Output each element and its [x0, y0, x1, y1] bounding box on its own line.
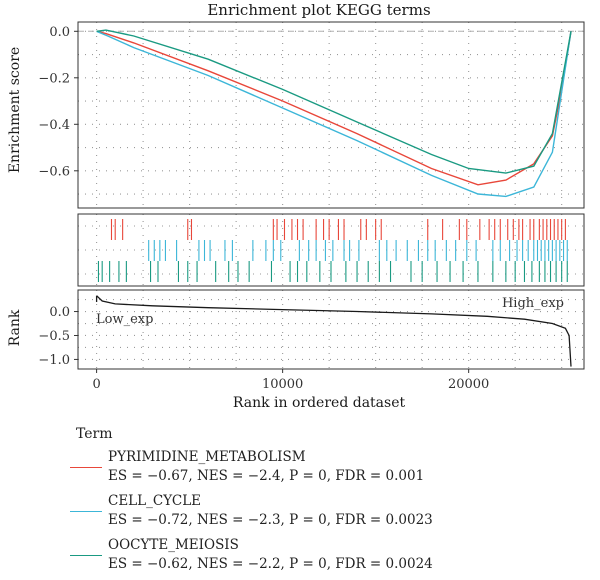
legend-label: OOCYTE_MEIOSIS ES = −0.62, NES = −2.2, P…: [108, 536, 433, 574]
legend-label: CELL_CYCLE ES = −0.72, NES = −2.3, P = 0…: [108, 492, 433, 530]
y-tick-label: −0.5: [38, 329, 70, 344]
legend-title: Term: [76, 426, 113, 442]
legend-term-name: PYRIMIDINE_METABOLISM: [108, 449, 306, 465]
x-axis: 0 10000 20000: [92, 369, 489, 392]
x-tick-label: 0: [92, 377, 100, 392]
enrichment-line-cell-cycle: [96, 30, 572, 198]
legend-swatch: [70, 511, 102, 512]
legend-term-stats: ES = −0.72, NES = −2.3, P = 0, FDR = 0.0…: [108, 512, 433, 528]
high-exp-label: High_exp: [502, 296, 564, 311]
y-tick-label: −0.6: [38, 164, 70, 179]
enrichment-score-ylabel: Enrichment score: [7, 47, 23, 173]
low-exp-label: Low_exp: [96, 312, 153, 327]
y-tick-label: 0.0: [49, 305, 70, 320]
legend-item-cell-cycle: CELL_CYCLE ES = −0.72, NES = −2.3, P = 0…: [70, 492, 590, 536]
y-tick-label: −0.2: [38, 71, 70, 86]
legend-term-stats: ES = −0.62, NES = −2.2, P = 0, FDR = 0.0…: [108, 556, 433, 572]
legend-term-name: CELL_CYCLE: [108, 493, 202, 509]
legend-term-name: OOCYTE_MEIOSIS: [108, 537, 239, 553]
legend-term-stats: ES = −0.67, NES = −2.4, P = 0, FDR = 0.0…: [108, 468, 425, 484]
enrichment-line-oocyte-meiosis: [96, 29, 572, 174]
x-tick-label: 20000: [448, 377, 489, 392]
enrichment-line-pyrimidine-metabolism: [96, 30, 572, 186]
gsea-figure: Enrichment plot KEGG terms 0.0 −0.2 −0.4 −0…: [7, 1, 585, 411]
legend-swatch: [70, 467, 102, 468]
hits-panel: [77, 213, 585, 287]
y-tick-label: 0.0: [49, 25, 70, 40]
legend: Term PYRIMIDINE_METABOLISM ES = −0.67, N…: [70, 426, 590, 580]
enrichment-panel-frame: [77, 21, 585, 209]
legend-swatch: [70, 555, 102, 556]
rank-ylabel: Rank: [7, 309, 23, 346]
y-tick-label: −0.4: [38, 118, 70, 133]
legend-item-pyrimidine: PYRIMIDINE_METABOLISM ES = −0.67, NES = …: [70, 448, 590, 492]
x-axis-label: Rank in ordered dataset: [233, 395, 406, 411]
rank-panel-frame: [77, 289, 585, 370]
legend-label: PYRIMIDINE_METABOLISM ES = −0.67, NES = …: [108, 448, 424, 486]
chart-title: Enrichment plot KEGG terms: [207, 1, 430, 19]
legend-item-oocyte-meiosis: OOCYTE_MEIOSIS ES = −0.62, NES = −2.2, P…: [70, 536, 590, 580]
rank-curve: [96, 295, 572, 367]
y-tick-label: −1.0: [38, 353, 70, 368]
hits-panel-frame: [77, 213, 585, 287]
x-tick-label: 10000: [262, 377, 303, 392]
enrichment-score-panel: 0.0 −0.2 −0.4 −0.6: [38, 21, 585, 209]
rank-panel: 0.0 −0.5 −1.0 Low_exp High_exp: [38, 289, 585, 370]
